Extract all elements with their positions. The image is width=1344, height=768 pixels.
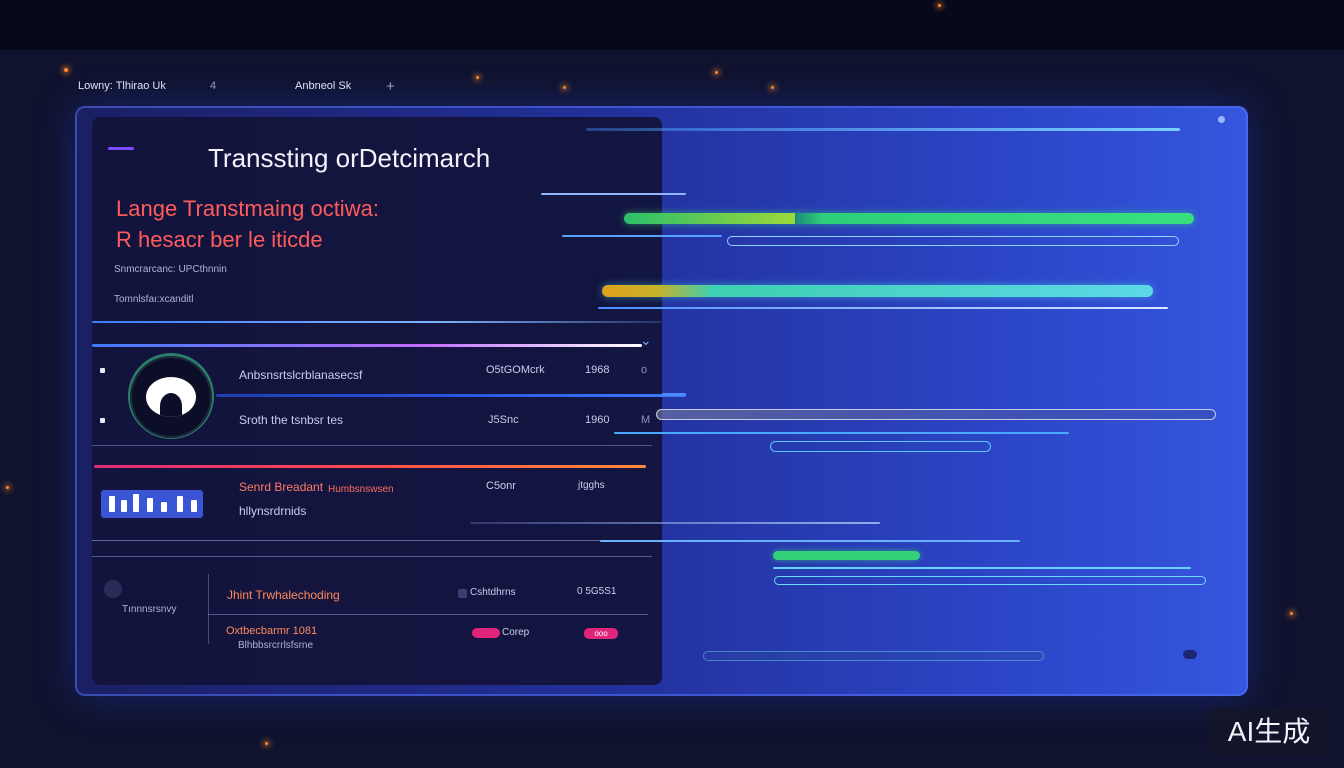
card-2-title: Senrd Breadant — [239, 480, 324, 494]
page-title: Transsting orDetcimarch — [208, 143, 491, 173]
card-2-tag: Humbsnswsen — [328, 484, 394, 495]
card-top-border — [92, 344, 642, 347]
meta-text-1: Snmcrarcanc: UPCthnnin — [114, 264, 227, 275]
row-2-label: Sroth the tsnbsr tes — [239, 413, 344, 427]
progress-track — [727, 236, 1179, 246]
card-3-pill — [472, 628, 500, 638]
spark-decoration — [938, 4, 941, 7]
card-3-row-1-value2: 0 5G5S1 — [577, 586, 617, 597]
progress-track — [656, 409, 1216, 420]
nav-item-2[interactable]: Anbneol Sk — [295, 80, 352, 92]
row-2-icon[interactable]: M — [641, 414, 651, 426]
progress-bar — [773, 551, 920, 560]
row-bullet — [100, 368, 105, 373]
progress-line — [662, 393, 686, 396]
progress-line — [586, 128, 1180, 131]
row-2-count: 1960 — [585, 414, 610, 426]
progress-bar — [602, 285, 1153, 297]
row-1-icon[interactable]: o — [641, 364, 648, 376]
nav-item-1-icon[interactable]: 4 — [210, 80, 217, 92]
row-1-count: 1968 — [585, 364, 610, 376]
card-2-value: C5onr — [486, 480, 516, 492]
row-2-value: J5Snc — [488, 414, 519, 426]
progress-line — [600, 540, 1020, 542]
nav-item-1[interactable]: Lowny: Tlhirao Uk — [78, 80, 166, 92]
spark-decoration — [771, 86, 774, 89]
spark-decoration — [265, 742, 268, 745]
subtitle-line-1: Lange Transtmaing octiwa: — [116, 196, 379, 221]
accent-mark — [108, 147, 134, 150]
top-band — [0, 0, 1344, 50]
spark-decoration — [64, 68, 68, 72]
window-dot-icon[interactable] — [1183, 650, 1197, 659]
row-1-value: O5tGOMcrk — [486, 364, 545, 376]
progress-line — [470, 522, 880, 524]
progress-line — [541, 193, 686, 195]
subtitle-line-2: R hesacr ber le iticde — [116, 227, 323, 252]
meta-text-2: Tomnlsfaı:xcanditl — [114, 294, 194, 305]
chevron-down-icon[interactable]: ⌄ — [640, 332, 652, 348]
card-2-divider — [92, 540, 662, 541]
card-3-row-2-value: Corep — [502, 627, 530, 638]
avatar-small[interactable] — [104, 580, 122, 598]
row-1-label: Anbsnsrtslcrblanasecsf — [239, 368, 363, 382]
spark-decoration — [1290, 612, 1293, 615]
card-divider — [92, 445, 652, 446]
progress-track — [770, 441, 991, 452]
row-bullet — [100, 418, 105, 423]
card-3-row-2-sub: Blhbbsrcrrlsfsrne — [238, 640, 314, 651]
card-3-row-1-value: Cshtdhrns — [470, 587, 516, 598]
card-2-top-border — [94, 465, 646, 468]
spark-decoration — [476, 76, 479, 79]
window-dot-icon[interactable] — [1218, 116, 1225, 123]
avatar[interactable] — [130, 356, 212, 438]
card-3-top-border — [92, 556, 652, 557]
tag-icon — [458, 589, 467, 598]
card-3-avatar-label: Tınnnsrsnvy — [122, 604, 177, 615]
progress-bar — [624, 213, 1194, 224]
spark-decoration — [715, 71, 718, 74]
progress-line — [562, 235, 722, 237]
section-divider — [92, 321, 662, 323]
progress-track — [774, 576, 1206, 585]
card-2-value2: jtgghs — [578, 480, 605, 491]
progress-line — [598, 307, 1168, 309]
spark-decoration — [6, 486, 9, 489]
card-3-vertical-rule — [208, 574, 209, 644]
row-1-underline — [216, 394, 686, 397]
card-2-subtitle: hllynsrdrnids — [239, 504, 307, 518]
card-3-badge[interactable]: ooo — [584, 628, 618, 639]
card-3-row-1-title: Jhint Trwhalechoding — [227, 588, 340, 602]
card-3-row-2-title: Oxtbecbarmr 1081 — [226, 625, 318, 637]
add-icon[interactable]: + — [386, 78, 395, 95]
card-3-row-divider — [208, 614, 648, 615]
spark-decoration — [563, 86, 566, 89]
thumbnail-image[interactable] — [101, 490, 203, 518]
progress-line — [773, 567, 1191, 569]
progress-track — [703, 651, 1044, 661]
progress-line — [614, 432, 1069, 434]
watermark: AI生成 — [1207, 708, 1331, 756]
